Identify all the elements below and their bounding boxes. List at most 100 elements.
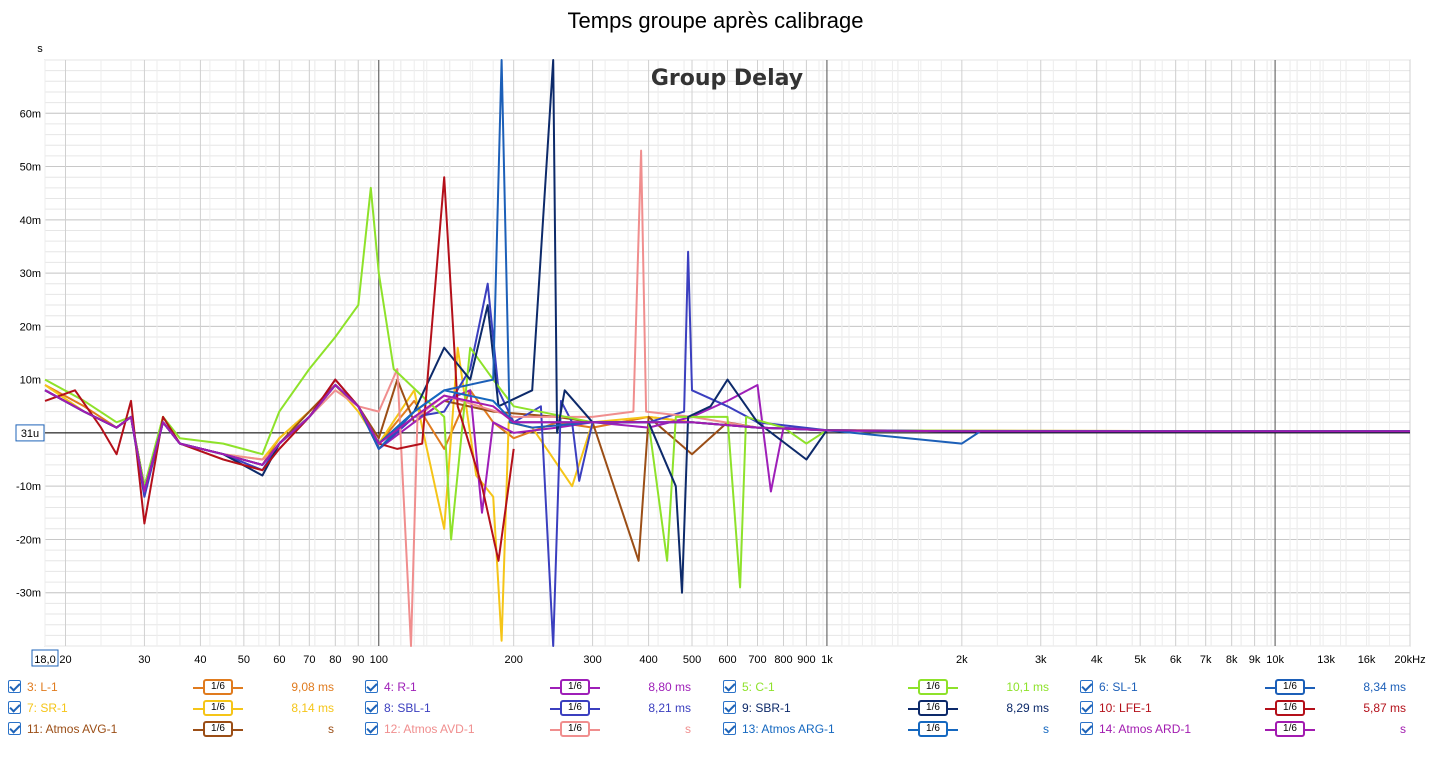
legend-entry[interactable]: 13: Atmos ARG-1 1/6 s — [723, 720, 1073, 740]
legend: 3: L-1 1/6 9,08 ms 4: R-1 1/6 8,80 ms 5: C-1 1/… — [0, 676, 1431, 760]
x-tick-label: 800 — [774, 654, 792, 666]
legend-delay-value: 8,34 ms — [1363, 680, 1406, 694]
legend-entry[interactable]: 10: LFE-1 1/6 5,87 ms — [1080, 699, 1430, 719]
legend-checkbox[interactable] — [8, 701, 21, 714]
legend-checkbox[interactable] — [365, 701, 378, 714]
legend-checkbox[interactable] — [8, 722, 21, 735]
legend-checkbox[interactable] — [365, 722, 378, 735]
legend-delay-value: 9,08 ms — [291, 680, 334, 694]
x-tick-label: 6k — [1170, 654, 1182, 666]
y-axis-labels: 60m 50m 40m 30m 20m 10m -10m -20m -30m — [16, 108, 41, 599]
legend-series-name: 8: SBL-1 — [384, 701, 431, 715]
grid — [44, 59, 1411, 647]
x-tick-label: 20 — [59, 654, 71, 666]
smoothing-button[interactable]: 1/6 — [918, 679, 948, 695]
legend-delay-value: 5,87 ms — [1363, 701, 1406, 715]
legend-checkbox[interactable] — [8, 680, 21, 693]
x-tick-label: 3k — [1035, 654, 1047, 666]
legend-series-name: 3: L-1 — [27, 680, 58, 694]
legend-checkbox[interactable] — [1080, 722, 1093, 735]
x-tick-label: 700 — [748, 654, 766, 666]
legend-entry[interactable]: 4: R-1 1/6 8,80 ms — [365, 678, 715, 698]
legend-delay-value: s — [685, 722, 691, 736]
legend-series-name: 6: SL-1 — [1099, 680, 1138, 694]
smoothing-button[interactable]: 1/6 — [560, 721, 590, 737]
smoothing-button[interactable]: 1/6 — [918, 700, 948, 716]
legend-delay-value: s — [1043, 722, 1049, 736]
y-tick-label: 20m — [20, 321, 41, 333]
y-tick-label: -10m — [16, 481, 41, 493]
x-tick-label: 13k — [1317, 654, 1335, 666]
smoothing-button[interactable]: 1/6 — [203, 721, 233, 737]
legend-checkbox[interactable] — [723, 680, 736, 693]
x-tick-label: 4k — [1091, 654, 1103, 666]
x-tick-label: 900 — [797, 654, 815, 666]
x-tick-label: 200 — [504, 654, 522, 666]
smoothing-button[interactable]: 1/6 — [918, 721, 948, 737]
x-cursor-label: 18,0 — [34, 654, 55, 666]
legend-entry[interactable]: 3: L-1 1/6 9,08 ms — [8, 678, 358, 698]
x-tick-label: 2k — [956, 654, 968, 666]
x-tick-label: 16k — [1358, 654, 1376, 666]
x-tick-label: 80 — [329, 654, 341, 666]
legend-delay-value: s — [328, 722, 334, 736]
legend-series-name: 14: Atmos ARD-1 — [1099, 722, 1192, 736]
smoothing-button[interactable]: 1/6 — [203, 679, 233, 695]
x-tick-label: 300 — [583, 654, 601, 666]
x-tick-label: 20kHz — [1394, 654, 1425, 666]
series-lines — [44, 59, 1411, 647]
legend-entry[interactable]: 7: SR-1 1/6 8,14 ms — [8, 699, 358, 719]
legend-delay-value: 8,29 ms — [1006, 701, 1049, 715]
legend-entry[interactable]: 8: SBL-1 1/6 8,21 ms — [365, 699, 715, 719]
x-tick-label: 400 — [639, 654, 657, 666]
cursor-readout: 31u 18,0 — [15, 424, 59, 667]
legend-entry[interactable]: 11: Atmos AVG-1 1/6 s — [8, 720, 358, 740]
x-tick-label: 1k — [821, 654, 833, 666]
x-tick-label: 8k — [1226, 654, 1238, 666]
x-tick-label: 70 — [303, 654, 315, 666]
legend-checkbox[interactable] — [1080, 701, 1093, 714]
legend-checkbox[interactable] — [365, 680, 378, 693]
legend-entry[interactable]: 5: C-1 1/6 10,1 ms — [723, 678, 1073, 698]
x-axis-labels: 20 30 40 50 60 70 80 90 100 200 300 400 500 600 700 800… — [59, 654, 1425, 666]
smoothing-button[interactable]: 1/6 — [1275, 679, 1305, 695]
legend-series-name: 12: Atmos AVD-1 — [384, 722, 475, 736]
y-cursor-box — [15, 424, 45, 442]
smoothing-button[interactable]: 1/6 — [1275, 700, 1305, 716]
legend-delay-value: 8,21 ms — [648, 701, 691, 715]
legend-checkbox[interactable] — [1080, 680, 1093, 693]
y-tick-label: 50m — [20, 162, 41, 174]
legend-entry[interactable]: 6: SL-1 1/6 8,34 ms — [1080, 678, 1430, 698]
legend-entry[interactable]: 14: Atmos ARD-1 1/6 s — [1080, 720, 1430, 740]
legend-checkbox[interactable] — [723, 701, 736, 714]
x-tick-label: 90 — [352, 654, 364, 666]
x-tick-label: 5k — [1134, 654, 1146, 666]
legend-series-name: 4: R-1 — [384, 680, 417, 694]
legend-series-name: 5: C-1 — [742, 680, 775, 694]
y-tick-label: 40m — [20, 215, 41, 227]
series-line — [44, 384, 1410, 493]
smoothing-button[interactable]: 1/6 — [560, 700, 590, 716]
x-tick-label: 7k — [1200, 654, 1212, 666]
y-tick-label: -30m — [16, 588, 41, 600]
smoothing-button[interactable]: 1/6 — [203, 700, 233, 716]
x-tick-label: 100 — [370, 654, 388, 666]
y-tick-label: 30m — [20, 268, 41, 280]
legend-entry[interactable]: 9: SBR-1 1/6 8,29 ms — [723, 699, 1073, 719]
legend-series-name: 9: SBR-1 — [742, 701, 791, 715]
chart-window-title: Temps groupe après calibrage — [567, 8, 864, 33]
legend-entry[interactable]: 12: Atmos AVD-1 1/6 s — [365, 720, 715, 740]
x-tick-label: 500 — [683, 654, 701, 666]
legend-series-name: 11: Atmos AVG-1 — [27, 722, 118, 736]
legend-delay-value: s — [1400, 722, 1406, 736]
x-tick-label: 50 — [238, 654, 250, 666]
x-tick-label: 60 — [273, 654, 285, 666]
smoothing-button[interactable]: 1/6 — [1275, 721, 1305, 737]
legend-checkbox[interactable] — [723, 722, 736, 735]
legend-series-name: 10: LFE-1 — [1099, 701, 1152, 715]
y-axis-unit: s — [37, 43, 43, 55]
group-delay-plot[interactable]: 60m 50m 40m 30m 20m 10m -10m -20m -30m 20 30 40 50 6… — [0, 0, 1431, 676]
smoothing-button[interactable]: 1/6 — [560, 679, 590, 695]
y-cursor-label: 31u — [21, 428, 39, 440]
x-tick-label: 9k — [1249, 654, 1261, 666]
